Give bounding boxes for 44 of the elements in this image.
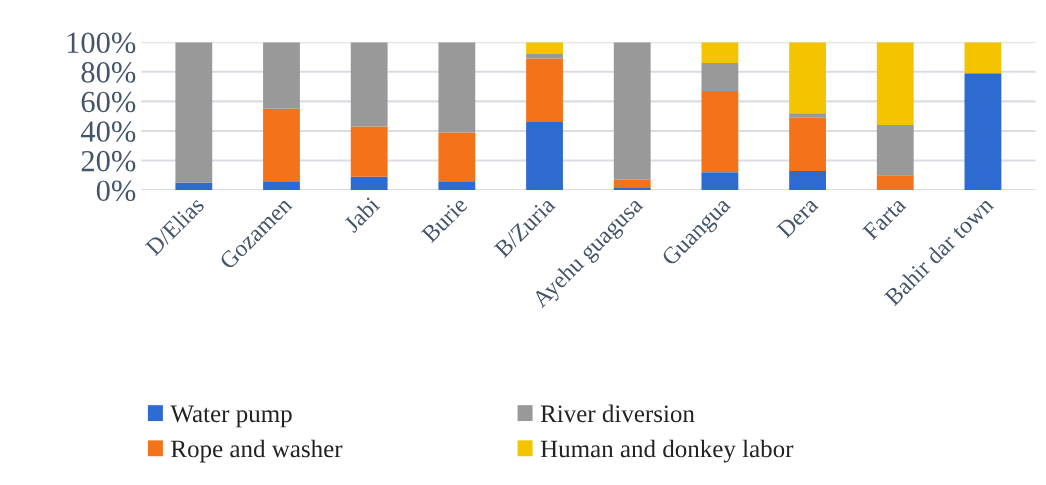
bar xyxy=(526,42,563,55)
bar xyxy=(876,42,914,126)
y-tick-label: 100% xyxy=(67,32,136,54)
bar xyxy=(789,42,826,114)
y-tick-label: 0% xyxy=(96,180,136,202)
x-tick-label: Farta xyxy=(862,195,907,241)
bar xyxy=(438,42,476,133)
bar xyxy=(350,42,388,127)
legend-label: River diversion xyxy=(540,404,695,423)
bar xyxy=(613,42,651,180)
bar xyxy=(526,54,563,59)
bar xyxy=(701,42,739,63)
bar xyxy=(789,113,826,118)
bar xyxy=(526,122,563,191)
bar xyxy=(789,170,826,191)
bar xyxy=(263,108,300,182)
bar xyxy=(701,62,739,92)
y-tick-label: 60% xyxy=(81,91,136,113)
bar xyxy=(701,91,739,173)
bar xyxy=(263,42,300,109)
x-tick-label: Dera xyxy=(776,195,820,239)
bar xyxy=(350,176,388,191)
legend-label: Rope and washer xyxy=(171,439,343,463)
bar xyxy=(701,172,739,191)
bar xyxy=(789,117,826,171)
bar xyxy=(263,181,300,191)
y-tick-label: 40% xyxy=(80,121,136,142)
bar xyxy=(613,179,651,188)
bar xyxy=(526,58,563,123)
bar xyxy=(438,181,476,191)
bar xyxy=(964,73,1002,191)
bar xyxy=(438,132,476,182)
bar xyxy=(350,126,388,177)
legend-label: Water pump xyxy=(170,405,292,428)
bar xyxy=(876,125,914,176)
legend-label: Human and donkey labor xyxy=(540,439,794,463)
y-tick-label: 20% xyxy=(81,150,136,172)
bar xyxy=(964,42,1002,74)
x-tick-label: Jabi xyxy=(342,195,381,234)
bar xyxy=(175,182,213,191)
bar xyxy=(613,187,651,191)
y-tick-label: 80% xyxy=(81,62,136,83)
bar xyxy=(876,175,914,191)
bar xyxy=(175,42,213,183)
